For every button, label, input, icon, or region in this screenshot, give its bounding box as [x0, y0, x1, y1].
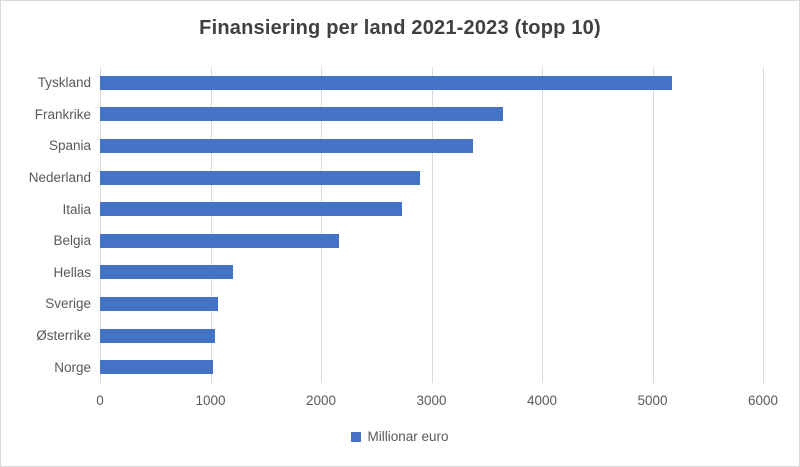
category-label: Italia	[62, 201, 91, 217]
gridline	[431, 67, 433, 383]
category-label: Østerrike	[36, 328, 91, 344]
bar-row	[100, 320, 763, 352]
legend: Millionar euro	[1, 429, 799, 444]
category-label: Nederland	[28, 170, 91, 186]
gridline	[763, 67, 764, 383]
gridline	[652, 67, 654, 383]
bar	[100, 107, 504, 122]
legend-label: Millionar euro	[367, 429, 449, 444]
x-tick-label: 3000	[416, 393, 447, 408]
plot-area	[100, 67, 764, 383]
category-label: Tyskland	[37, 75, 91, 91]
category-label: Hellas	[53, 264, 91, 280]
x-tick-label: 1000	[195, 393, 226, 408]
bar-row	[100, 193, 763, 225]
bar	[100, 233, 339, 248]
bar	[100, 328, 215, 343]
bar	[100, 296, 219, 311]
x-tick-label: 6000	[747, 393, 779, 408]
category-label: Norge	[54, 359, 91, 375]
category-label: Frankrike	[34, 106, 91, 122]
gridline	[100, 67, 101, 383]
bar	[100, 265, 233, 280]
x-tick-label: 4000	[526, 393, 558, 408]
bar	[100, 202, 402, 217]
bar	[100, 75, 673, 90]
value-axis: 0 1000 2000 3000 4000 5000 6000	[96, 393, 778, 411]
bar-row	[100, 67, 763, 99]
bar-row	[100, 130, 763, 162]
category-label: Belgia	[53, 233, 91, 249]
bar	[100, 360, 213, 375]
category-label: Sverige	[45, 296, 91, 312]
bar	[100, 138, 474, 153]
bar-row	[100, 351, 763, 383]
x-tick-label: 5000	[637, 393, 668, 408]
bar	[100, 170, 421, 185]
bar-row	[100, 225, 763, 257]
chart-title: Finansiering per land 2021-2023 (topp 10…	[199, 17, 601, 39]
legend-swatch-icon	[351, 431, 362, 442]
bar-row	[100, 162, 763, 194]
gridline	[210, 67, 212, 383]
x-tick-label: 2000	[305, 393, 337, 408]
bar-row	[100, 257, 763, 289]
gridline	[321, 67, 322, 383]
gridline	[542, 67, 543, 383]
category-axis: Tyskland Frankrike Spania Nederland Italia Be…	[1, 67, 91, 383]
bar-row	[100, 288, 763, 320]
category-label: Spania	[48, 138, 91, 154]
x-tick-label: 0	[96, 393, 104, 408]
bar-row	[100, 99, 763, 131]
